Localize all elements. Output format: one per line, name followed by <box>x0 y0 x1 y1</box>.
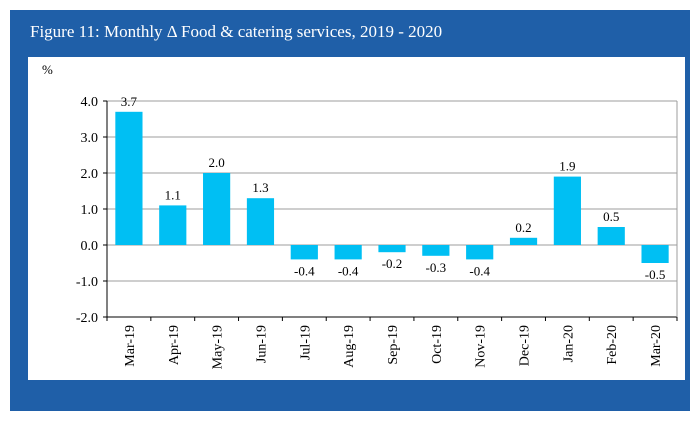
bar <box>466 245 494 260</box>
y-tick-label: -1.0 <box>76 275 98 290</box>
figure-frame: Figure 11: Monthly Δ Food & catering ser… <box>10 10 690 411</box>
data-label: 1.1 <box>165 187 181 202</box>
x-tick-label: May-19 <box>211 325 226 369</box>
x-tick-label: Jul-19 <box>298 325 313 360</box>
y-tick-label: -2.0 <box>76 311 98 326</box>
data-label: 0.5 <box>603 209 619 224</box>
x-tick-label: Mar-20 <box>649 325 664 367</box>
chart-area: % 4.0 3.0 2.0 1.0 0.0 -1.0 -2.0 3.7 Mar-19 1.1 Apr-… <box>28 57 685 380</box>
x-tick-label: Jan-20 <box>561 325 576 362</box>
bar <box>509 237 538 245</box>
data-label: -0.4 <box>469 263 490 278</box>
bar <box>246 198 275 245</box>
x-tick-label: Oct-19 <box>430 325 445 364</box>
chart-title: Figure 11: Monthly Δ Food & catering ser… <box>30 22 443 41</box>
bar <box>422 245 450 256</box>
data-label: -0.2 <box>382 256 403 271</box>
data-label: 0.2 <box>515 220 531 235</box>
x-tick-label: Feb-20 <box>605 325 620 365</box>
x-tick-label: Dec-19 <box>518 325 533 366</box>
bar <box>553 176 581 245</box>
bar <box>641 245 669 263</box>
y-axis-label: % <box>42 62 53 77</box>
bar <box>378 245 406 253</box>
bar <box>115 111 143 245</box>
x-tick-label: Jun-19 <box>254 325 269 363</box>
bar <box>159 205 187 245</box>
data-label: -0.3 <box>426 260 447 275</box>
x-tick-label: Apr-19 <box>167 325 182 365</box>
data-label: -0.4 <box>338 263 359 278</box>
y-tick-label: 2.0 <box>81 167 99 182</box>
data-label: 3.7 <box>121 94 138 109</box>
x-tick-label: Sep-19 <box>386 325 401 365</box>
y-tick-label: 4.0 <box>81 95 99 110</box>
y-tick-label: 0.0 <box>81 239 99 254</box>
x-tick-label: Aug-19 <box>342 325 357 368</box>
data-label: -0.5 <box>645 267 666 282</box>
data-label: -0.4 <box>294 263 315 278</box>
x-tick-label: Nov-19 <box>474 325 489 368</box>
y-tick-label: 1.0 <box>81 203 99 218</box>
bar <box>290 245 318 260</box>
x-tick-label: Mar-19 <box>123 325 138 367</box>
bar <box>334 245 362 260</box>
data-label: 1.9 <box>559 159 575 174</box>
bar-chart: % 4.0 3.0 2.0 1.0 0.0 -1.0 -2.0 3.7 Mar-19 1.1 Apr-… <box>42 62 678 369</box>
data-label: 1.3 <box>252 180 268 195</box>
bar <box>203 173 231 245</box>
y-tick-label: 3.0 <box>81 131 99 146</box>
data-label: 2.0 <box>208 155 224 170</box>
bar <box>597 227 625 245</box>
